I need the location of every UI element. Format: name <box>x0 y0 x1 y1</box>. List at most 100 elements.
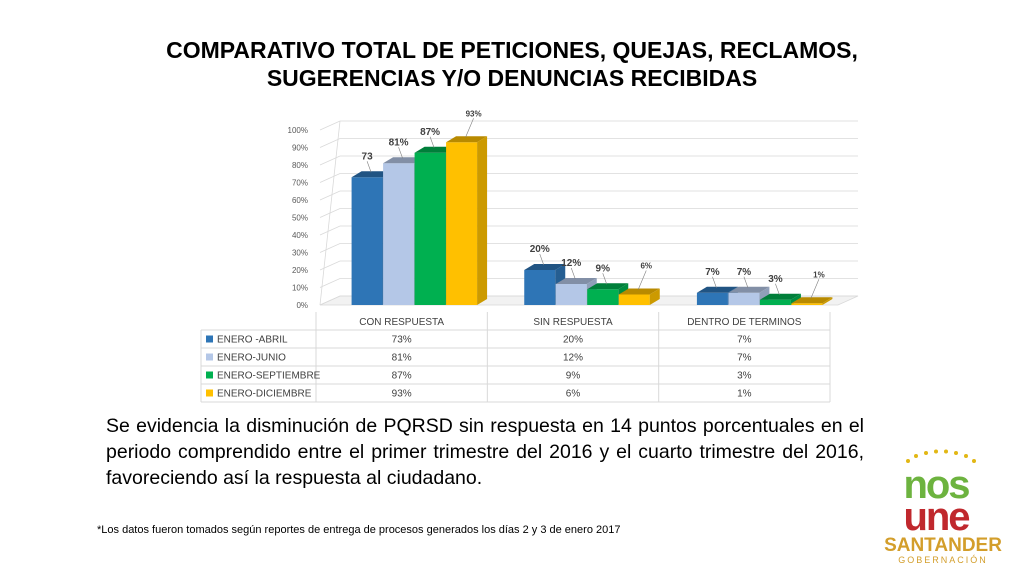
bar <box>618 294 650 305</box>
page-title: COMPARATIVO TOTAL DE PETICIONES, QUEJAS,… <box>0 36 1024 92</box>
bar-side <box>822 297 833 305</box>
data-label-leader <box>539 253 545 266</box>
y-tick-label: 80% <box>292 161 308 170</box>
bar-top <box>524 264 566 270</box>
gridline <box>319 243 858 253</box>
legend-swatch <box>206 353 213 361</box>
data-label-leader <box>570 267 576 280</box>
table-value: 81% <box>392 353 412 364</box>
data-label: 93% <box>466 109 482 118</box>
y-tick-label: 100% <box>288 126 308 135</box>
table-value: 7% <box>737 335 752 346</box>
data-label: 7% <box>737 267 752 278</box>
bar-top <box>728 286 770 293</box>
logo-top-word: nos <box>903 463 969 507</box>
santander-logo: nos une SANTANDER GOBERNACIÓN <box>884 449 1002 565</box>
y-tick-label: 30% <box>292 249 308 258</box>
table-value: 9% <box>566 371 581 382</box>
bar <box>696 292 728 305</box>
bar-top <box>618 288 660 295</box>
bar-top <box>555 278 597 284</box>
y-tick-label: 50% <box>292 214 308 223</box>
bar <box>728 292 760 305</box>
title-line-2: SUGERENCIAS Y/O DENUNCIAS RECIBIDAS <box>266 65 758 91</box>
logo-subtitle: GOBERNACIÓN <box>898 555 988 565</box>
bar <box>587 289 619 305</box>
x-category-label: SIN RESPUESTA <box>533 317 613 328</box>
bar <box>446 142 478 305</box>
data-label-leader <box>366 161 372 173</box>
legend-entry: ENERO -ABRIL <box>217 335 288 346</box>
data-label-leader <box>743 276 749 288</box>
x-category-label: DENTRO DE TERMINOS <box>687 317 802 328</box>
table-value: 1% <box>737 389 752 400</box>
x-category-label: CON RESPUESTA <box>359 317 444 328</box>
bar-side <box>477 136 488 305</box>
data-label-leader <box>775 283 780 295</box>
data-label: 7% <box>705 267 720 278</box>
y-tick-label: 0% <box>296 301 308 310</box>
bar-top <box>383 157 425 164</box>
gridline <box>319 208 858 218</box>
table-value: 12% <box>563 353 583 364</box>
legend-swatch <box>206 389 213 397</box>
bar <box>414 152 446 305</box>
bar <box>759 299 791 305</box>
table-value: 3% <box>737 371 752 382</box>
gridline <box>319 295 858 306</box>
gridline <box>319 173 858 183</box>
table-value: 7% <box>737 353 752 364</box>
gridline <box>319 120 858 131</box>
bar-top <box>759 293 801 300</box>
y-tick-label: 40% <box>292 231 308 240</box>
bar <box>555 284 587 305</box>
logo-middle-word: une <box>903 495 969 539</box>
data-label: 1% <box>813 270 825 279</box>
data-label-leader <box>429 136 435 148</box>
bar-top <box>791 297 833 304</box>
bar-top <box>446 136 488 143</box>
table-value: 73% <box>392 335 412 346</box>
data-label: 73 <box>362 151 374 162</box>
y-tick-label: 70% <box>292 179 308 188</box>
legend-entry: ENERO-DICIEMBRE <box>217 389 312 400</box>
data-label-leader <box>465 118 474 138</box>
table-value: 93% <box>392 389 412 400</box>
bar <box>383 163 415 305</box>
bar-top <box>351 171 393 178</box>
legend-swatch <box>206 371 213 379</box>
data-label-leader <box>602 273 608 285</box>
gridline <box>319 138 858 148</box>
bar-side <box>649 288 660 305</box>
bar-top <box>696 286 738 293</box>
logo-name: SANTANDER <box>884 535 1002 556</box>
legend-entry: ENERO-JUNIO <box>217 353 286 364</box>
bar <box>524 270 556 305</box>
logo-stars-icon <box>906 449 976 463</box>
gridline <box>319 155 858 166</box>
legend-swatch <box>206 335 213 343</box>
gridline <box>319 225 858 236</box>
y-tick-label: 20% <box>292 266 308 275</box>
bar <box>791 303 823 305</box>
data-label-leader <box>712 276 717 288</box>
bar-top <box>587 283 629 290</box>
data-label: 6% <box>640 262 652 271</box>
y-tick-label: 90% <box>292 144 308 153</box>
data-label-leader <box>398 147 403 159</box>
data-label: 87% <box>420 127 440 138</box>
data-label: 81% <box>389 137 409 148</box>
table-value: 87% <box>392 371 412 382</box>
data-label: 20% <box>530 244 550 255</box>
title-line-1: COMPARATIVO TOTAL DE PETICIONES, QUEJAS,… <box>166 37 858 63</box>
data-label-leader <box>810 279 820 299</box>
data-label: 12% <box>561 258 581 269</box>
footnote: *Los datos fueron tomados según reportes… <box>97 524 621 536</box>
table-value: 6% <box>566 389 581 400</box>
legend-entry: ENERO-SEPTIEMBRE <box>217 371 321 382</box>
gridline <box>319 190 858 201</box>
data-label: 3% <box>768 274 783 285</box>
data-label-leader <box>637 270 647 290</box>
y-tick-label: 10% <box>292 284 308 293</box>
